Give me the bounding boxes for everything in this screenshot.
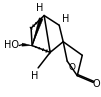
- Text: H: H: [31, 71, 39, 81]
- Polygon shape: [22, 43, 32, 46]
- Text: H: H: [62, 14, 69, 24]
- Text: H: H: [36, 3, 44, 13]
- Polygon shape: [32, 18, 43, 46]
- Text: O: O: [93, 79, 100, 89]
- Text: O: O: [69, 63, 76, 72]
- Text: HO: HO: [4, 40, 19, 50]
